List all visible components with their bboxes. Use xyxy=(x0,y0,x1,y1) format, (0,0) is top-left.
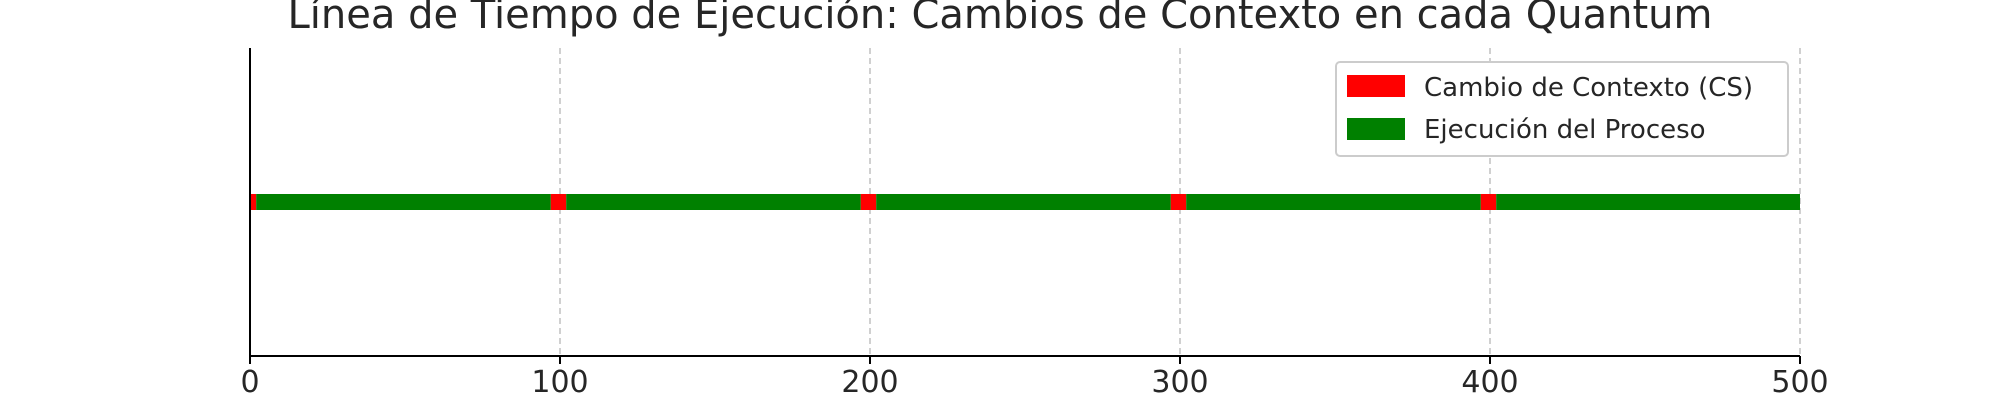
legend-label-process-execution: Ejecución del Proceso xyxy=(1424,115,1706,145)
x-axis-ticks: 0 100 200 300 400 500 xyxy=(240,356,1829,400)
process-execution-segment-4 xyxy=(1496,194,1800,210)
process-execution-segment-0 xyxy=(256,194,551,210)
context-switch-segment-1 xyxy=(550,194,567,210)
context-switch-segment-3 xyxy=(1170,194,1187,210)
legend-label-context-switch: Cambio de Contexto (CS) xyxy=(1424,73,1753,103)
legend-swatch-process-execution xyxy=(1347,118,1405,140)
x-tick-label-1: 100 xyxy=(531,365,588,400)
x-tick-label-0: 0 xyxy=(240,365,259,400)
chart-title: Línea de Tiempo de Ejecución: Cambios de… xyxy=(288,0,1713,38)
x-tick-label-5: 500 xyxy=(1771,365,1828,400)
process-execution-segment-3 xyxy=(1186,194,1481,210)
legend-swatch-context-switch xyxy=(1347,75,1405,97)
context-switch-segment-2 xyxy=(860,194,877,210)
process-execution-segment-2 xyxy=(876,194,1171,210)
timeline-bars xyxy=(250,194,1800,210)
legend: Cambio de Contexto (CS) Ejecución del Pr… xyxy=(1335,61,1789,157)
context-switch-segment-4 xyxy=(1480,194,1497,210)
x-tick-label-3: 300 xyxy=(1151,365,1208,400)
legend-frame xyxy=(1335,61,1789,157)
axes xyxy=(249,48,1800,357)
context-switch-segment-0 xyxy=(250,194,257,210)
x-tick-label-4: 400 xyxy=(1461,365,1518,400)
process-execution-segment-1 xyxy=(566,194,861,210)
x-tick-label-2: 200 xyxy=(841,365,898,400)
